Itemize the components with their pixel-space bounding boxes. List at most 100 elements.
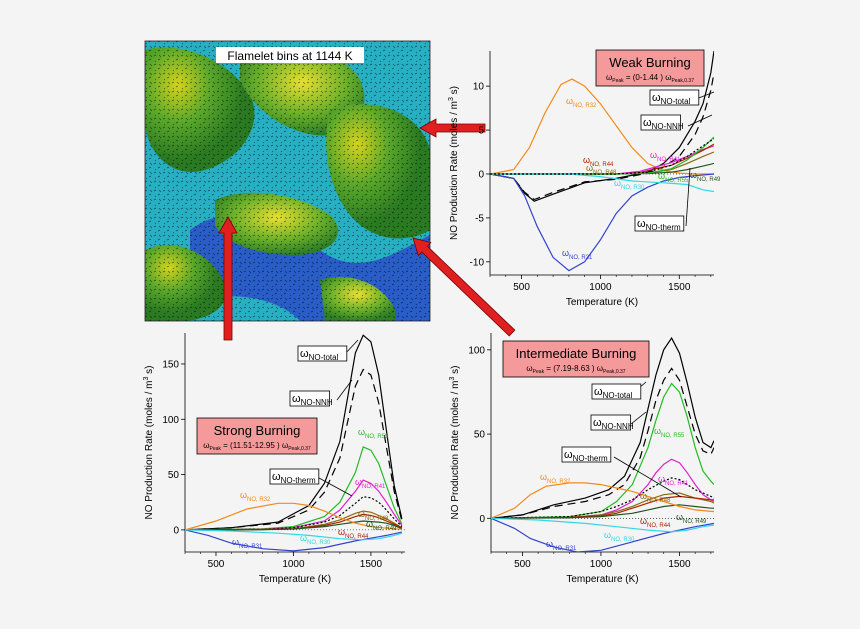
series-label-sub: NO, R49	[683, 519, 707, 525]
series-label-omega: ω	[690, 170, 697, 180]
series-label-text: ωNO, R30	[300, 533, 331, 546]
series-label-text: ωNO, R44	[583, 155, 614, 168]
series-label-sub: NO, R31	[239, 544, 263, 550]
y-tick-label: 150	[162, 359, 179, 370]
series-label-sub: NO, R44	[590, 162, 614, 168]
flamelet-title-box	[216, 47, 364, 63]
flamelet-title: Flamelet bins at 1144 K	[227, 49, 352, 63]
series-lines	[185, 334, 403, 552]
series-label-sub: NO, R44	[647, 523, 671, 529]
series-line-no-therm	[491, 477, 714, 519]
series-line-no-r55	[491, 382, 714, 519]
series-label-text: ωNO-NNH	[643, 117, 684, 131]
series-line-no-r31	[491, 517, 714, 552]
series-label-box	[289, 390, 330, 407]
series-label-box	[591, 383, 642, 400]
series-label-no-r32: ωNO, R32	[240, 490, 271, 503]
series-label-sub: NO-NNH	[652, 122, 684, 131]
banner-box	[196, 417, 318, 455]
banner-range: = (0-1.44 )	[624, 73, 666, 82]
y-tick-label: 0	[173, 525, 179, 536]
y-tick-label: -10	[470, 257, 485, 268]
series-label-no-r55: ωNO, R55	[358, 427, 389, 440]
series-label-omega: ω	[643, 117, 652, 129]
banner-ref-sub: Peak,0.37	[288, 446, 311, 452]
series-label-text: ωNO-total	[300, 348, 339, 362]
series-label-omega: ω	[300, 533, 307, 543]
series-label-omega: ω	[300, 348, 309, 360]
series-label-sub: NO, R30	[621, 185, 645, 191]
flamelet-speckle	[145, 41, 430, 321]
banner-omega-ref: ω	[282, 441, 288, 450]
series-label-no-therm: ωNO-therm	[269, 468, 320, 485]
series-label-sub: NO, R30	[611, 537, 635, 543]
y-axis-label-sup: 3	[143, 377, 150, 381]
banner-omega-ref: ω	[597, 364, 603, 373]
series-label-omega: ω	[358, 427, 365, 437]
series-line-no-r32	[185, 502, 402, 531]
series-label-text: ωNO, R41	[650, 150, 681, 163]
series-label-omega: ω	[594, 386, 603, 398]
y-tick-label: 0	[478, 169, 484, 180]
series-label-sub: NO, R41	[665, 481, 689, 487]
series-label-text: ωNO, R55	[358, 427, 389, 440]
y-axis-label-main: NO Production Rate (moles / m	[450, 381, 461, 520]
flamelet-image	[145, 41, 430, 321]
x-axis-label: Temperature (K)	[566, 574, 638, 585]
series-label-omega: ω	[640, 516, 647, 526]
series-label-omega: ω	[566, 96, 573, 106]
series-label-no-r55: ωNO, R55	[658, 171, 689, 184]
series-label-sub: NO-therm	[281, 476, 316, 485]
x-tick-label: 1000	[590, 559, 613, 570]
strong-chart: 500 1000 1500 0 50 100 150 Temperature (K) NO Pr…	[143, 333, 405, 585]
series-label-no-total: ωNO-total	[649, 89, 700, 106]
series-label-omega: ω	[652, 92, 661, 104]
banner-peak-sub: Peak	[533, 369, 545, 375]
x-tick-label: 1000	[589, 282, 612, 293]
series-label-sub: NO, R44	[345, 534, 369, 540]
arrow-strong-to-flamelet	[218, 216, 238, 341]
series-label-text: ωNO, R44	[640, 516, 671, 529]
banner-omega: ω	[526, 364, 532, 373]
series-label-sub: NO, R49	[697, 177, 721, 183]
series-line-no-r41	[185, 479, 403, 531]
arrows	[218, 118, 516, 341]
y-axis-label-sup: 3	[448, 97, 455, 101]
series-label-text: ωNO, R49	[676, 512, 707, 525]
banner-ref-sub: Peak,0.37	[671, 78, 694, 84]
x-axis-label: Temperature (K)	[566, 297, 638, 308]
series-label-sub: NO, R55	[365, 434, 389, 440]
series-line-no-therm	[490, 138, 714, 175]
series-label-no-r30: ωNO, R30	[300, 533, 331, 546]
series-label-no-r30: ωNO, R30	[604, 530, 635, 543]
flamelet-frame	[144, 40, 431, 322]
y-axis-label: NO Production Rate (moles / m3 s)	[449, 366, 461, 520]
series-label-sub: NO-total	[661, 97, 691, 106]
y-tick-label: 100	[162, 415, 179, 426]
banner-box	[595, 49, 705, 87]
series-label-omega: ω	[232, 537, 239, 547]
series-label-sub: NO, R41	[362, 484, 386, 490]
series-label-text: ωNO-therm	[272, 471, 316, 485]
label-pointer	[687, 114, 713, 127]
series-label-no-r30: ωNO, R30	[614, 178, 645, 191]
series-label-no-r31: ωNO, R31	[546, 539, 577, 552]
series-label-omega: ω	[658, 171, 665, 181]
y-tick-label: 0	[479, 514, 485, 525]
series-label-sub: NO, R48	[365, 516, 389, 522]
series-label-text: ωNO, R41	[658, 474, 689, 487]
x-tick-label: 500	[208, 559, 225, 570]
series-label-no-r31: ωNO, R31	[562, 248, 593, 261]
banner-subtitle: ωPeak = (11.51-12.95 ) ωPeak,0.37	[203, 441, 311, 452]
series-label-text: ωNO, R48	[640, 491, 671, 504]
intermediate-chart: 500 1000 1500 0 50 100 Temperature (K) NO Produ…	[449, 333, 714, 585]
series-line-no-nnh	[185, 368, 403, 531]
series-label-sub: NO, R55	[661, 433, 685, 439]
series-label-text: ωNO-NNH	[292, 393, 333, 407]
series-label-omega: ω	[604, 530, 611, 540]
banner-peak-sub: Peak	[612, 78, 624, 84]
series-label-sub: NO-NNH	[602, 422, 634, 431]
series-line-no-therm	[185, 496, 403, 531]
